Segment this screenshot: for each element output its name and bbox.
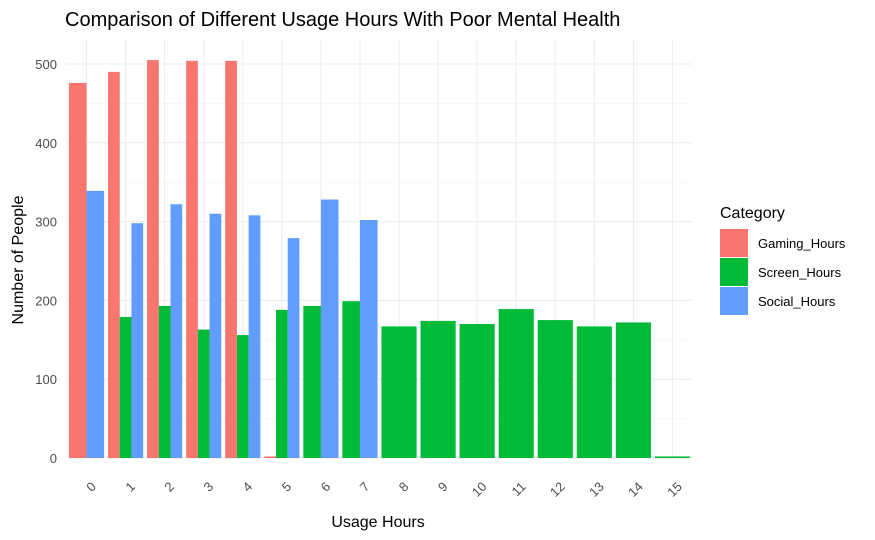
legend-label: Social_Hours	[758, 294, 836, 309]
bar-gaming-hours-4	[225, 60, 237, 459]
x-tick-label: 10	[469, 479, 490, 500]
bar-screen-hours-8	[381, 326, 417, 458]
y-tick-label: 200	[35, 293, 57, 308]
legend-swatch-screen-hours	[720, 258, 748, 286]
bar-social-hours-5	[287, 238, 300, 458]
bar-social-hours-6	[320, 199, 339, 458]
y-tick-label: 300	[35, 215, 57, 230]
x-tick-label: 6	[318, 479, 334, 495]
x-tick-label: 1	[122, 479, 138, 495]
legend-title: Category	[720, 205, 785, 222]
x-tick-label: 7	[357, 479, 373, 495]
bar-screen-hours-1	[119, 316, 132, 458]
x-axis-title: Usage Hours	[331, 514, 424, 531]
bar-screen-hours-11	[498, 309, 534, 458]
legend-swatch-social-hours	[720, 287, 748, 315]
x-tick-label: 8	[396, 479, 412, 495]
y-tick-label: 0	[50, 451, 57, 466]
bar-gaming-hours-1	[108, 71, 120, 458]
legend-label: Gaming_Hours	[758, 236, 846, 251]
bar-screen-hours-13	[576, 326, 612, 458]
bar-screen-hours-2	[158, 305, 171, 458]
bar-screen-hours-4	[236, 335, 249, 458]
bar-social-hours-1	[131, 223, 144, 458]
bars	[68, 60, 691, 459]
bar-screen-hours-5	[275, 309, 288, 458]
x-tick-label: 2	[161, 479, 177, 495]
x-tick-label: 12	[547, 479, 568, 500]
bar-screen-hours-7	[342, 301, 360, 458]
bar-screen-hours-15	[654, 456, 691, 458]
bar-gaming-hours-2	[147, 60, 159, 459]
bar-screen-hours-6	[303, 305, 321, 458]
bar-screen-hours-9	[420, 320, 456, 458]
x-tick-label: 3	[200, 479, 216, 495]
x-tick-label: 13	[586, 479, 607, 500]
legend-swatch-gaming-hours	[720, 229, 748, 257]
x-tick-label: 15	[664, 479, 685, 500]
bar-screen-hours-10	[459, 324, 495, 458]
bar-screen-hours-12	[537, 320, 573, 458]
bar-gaming-hours-3	[186, 60, 198, 459]
bar-social-hours-2	[170, 204, 183, 458]
x-tick-labels: 0 1 2 3 4 5 6 7 8 9 10 11 12 13 14 15	[83, 479, 685, 500]
bar-gaming-hours-0	[68, 82, 87, 459]
bar-gaming-hours-5	[264, 456, 276, 458]
bar-social-hours-3	[209, 213, 222, 458]
y-tick-label: 500	[35, 57, 57, 72]
legend: Category Gaming_Hours Screen_Hours Social_…	[720, 205, 846, 315]
bar-social-hours-0	[86, 190, 105, 459]
x-tick-label: 9	[435, 479, 451, 495]
bar-screen-hours-3	[197, 329, 210, 458]
x-tick-label: 14	[625, 479, 646, 500]
bar-social-hours-4	[248, 215, 261, 458]
legend-label: Screen_Hours	[758, 265, 842, 280]
bar-social-hours-7	[359, 220, 378, 458]
y-tick-labels: 0 100 200 300 400 500	[35, 57, 57, 466]
bar-screen-hours-14	[615, 322, 651, 458]
y-tick-label: 400	[35, 136, 57, 151]
x-tick-label: 5	[279, 479, 295, 495]
y-axis-title: Number of People	[10, 195, 27, 324]
x-tick-label: 11	[509, 479, 529, 499]
x-tick-label: 0	[83, 479, 99, 495]
chart-title: Comparison of Different Usage Hours With…	[65, 9, 620, 31]
y-tick-label: 100	[35, 372, 57, 387]
x-tick-label: 4	[240, 479, 256, 495]
